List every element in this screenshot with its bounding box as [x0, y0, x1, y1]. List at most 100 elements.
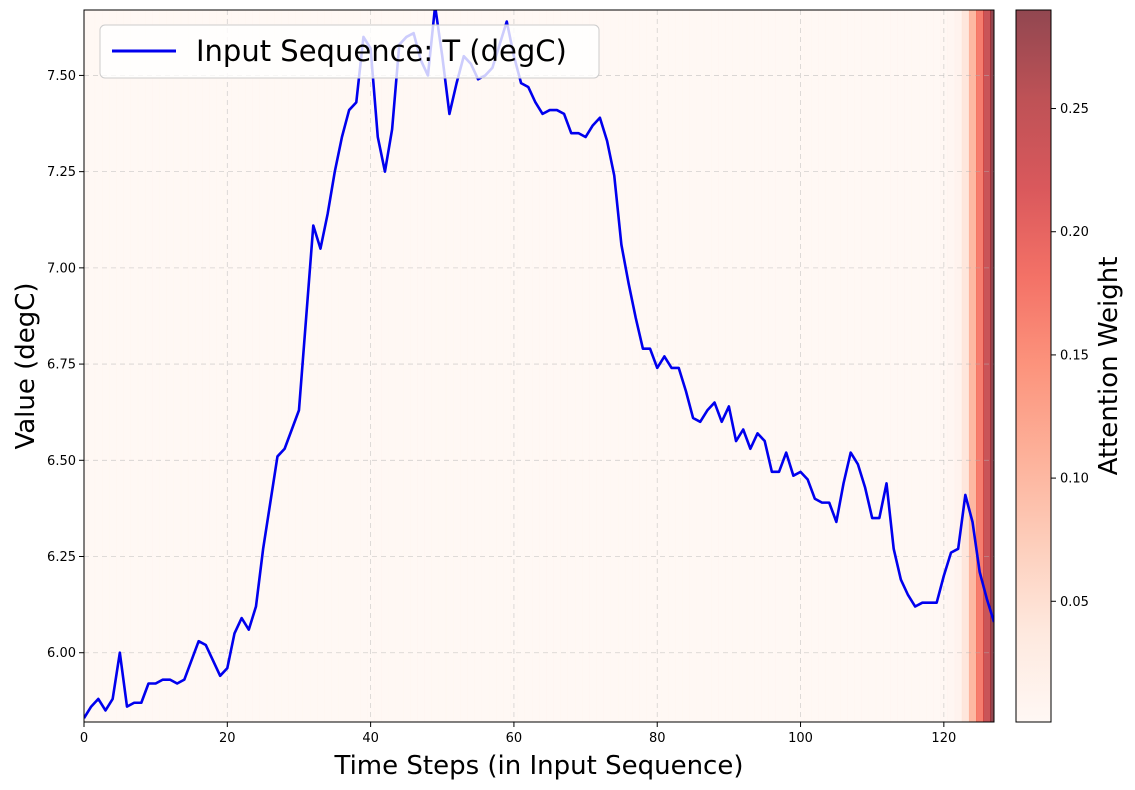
colorbar-tick-label: 0.20: [1060, 225, 1089, 240]
x-tick-label: 60: [506, 731, 523, 746]
attention-cell: [488, 10, 497, 722]
attention-cell: [266, 10, 275, 722]
attention-cell: [438, 10, 447, 722]
attention-cell: [152, 10, 160, 722]
attention-cell: [589, 10, 597, 722]
attention-cell: [746, 10, 755, 722]
attention-cell: [696, 10, 705, 722]
attention-cell: [553, 10, 562, 722]
x-axis-title: Time Steps (in Input Sequence): [334, 751, 744, 781]
attention-cell: [918, 10, 927, 722]
attention-cell: [453, 10, 461, 722]
attention-cell: [804, 10, 812, 722]
y-axis-title: Value (degC): [11, 282, 41, 449]
attention-cell: [567, 10, 576, 722]
attention-cell: [710, 10, 719, 722]
attention-cell: [574, 10, 583, 722]
attention-cell: [639, 10, 648, 722]
attention-cell: [101, 10, 110, 722]
attention-cell: [531, 10, 540, 722]
attention-cell: [782, 10, 791, 722]
attention-cell: [137, 10, 146, 722]
attention-cell: [775, 10, 784, 722]
attention-cell: [976, 10, 984, 722]
attention-cell: [316, 10, 325, 722]
attention-cell: [983, 10, 992, 722]
attention-cell: [84, 10, 89, 722]
attention-cell: [252, 10, 261, 722]
attention-cell: [632, 10, 640, 722]
attention-cell: [825, 10, 834, 722]
y-axis-ticks: 6.00 6.25 6.50 6.75 7.00 7.25 7.50: [47, 69, 84, 661]
attention-cell: [130, 10, 139, 722]
attention-cell: [359, 10, 368, 722]
legend-box: [99, 24, 600, 79]
attention-cell: [496, 10, 504, 722]
y-tick-label: 7.50: [47, 69, 76, 84]
attention-cell: [539, 10, 547, 722]
attention-cell: [675, 10, 683, 722]
attention-cell: [925, 10, 934, 722]
attention-cell: [94, 10, 103, 722]
attention-cell: [581, 10, 590, 722]
legend-label: Input Sequence: T (degC): [196, 34, 567, 68]
x-tick-label: 40: [362, 731, 379, 746]
attention-cell: [861, 10, 870, 722]
attention-cell: [890, 10, 898, 722]
colorbar-tick-label: 0.10: [1060, 472, 1089, 487]
attention-cell: [882, 10, 891, 722]
colorbar-tick-label: 0.05: [1060, 595, 1089, 610]
attention-cell: [374, 10, 382, 722]
attention-cell: [410, 10, 418, 722]
attention-cell: [273, 10, 282, 722]
x-tick-label: 0: [80, 731, 88, 746]
x-tick-label: 120: [931, 731, 956, 746]
colorbar-tick-label: 0.25: [1060, 102, 1089, 117]
attention-cell: [331, 10, 339, 722]
x-axis-ticks: 0 20 40 60 80 100 120: [80, 722, 956, 746]
attention-cell: [87, 10, 96, 722]
series-line-layer: [84, 10, 994, 719]
attention-cell: [302, 10, 311, 722]
attention-cell: [388, 10, 397, 722]
attention-cell: [847, 10, 855, 722]
attention-cell: [238, 10, 246, 722]
attention-cell: [180, 10, 189, 722]
attention-cell: [345, 10, 354, 722]
attention-cell: [703, 10, 712, 722]
attention-cell: [503, 10, 511, 722]
attention-cell: [144, 10, 153, 722]
y-tick-label: 6.25: [47, 550, 76, 565]
attention-cell: [689, 10, 698, 722]
attention-cell: [610, 10, 619, 722]
attention-cell: [753, 10, 762, 722]
attention-cell: [417, 10, 425, 722]
y-tick-label: 6.75: [47, 358, 76, 373]
attention-cell: [324, 10, 332, 722]
attention-cell: [854, 10, 863, 722]
attention-cell: [295, 10, 304, 722]
attention-cell: [832, 10, 841, 722]
attention-cell: [789, 10, 798, 722]
attention-cell: [352, 10, 361, 722]
attention-cell: [230, 10, 239, 722]
attention-cell: [761, 10, 769, 722]
attention-cell: [603, 10, 612, 722]
attention-cell: [259, 10, 268, 722]
attention-cell: [596, 10, 605, 722]
attention-cell: [646, 10, 655, 722]
attention-cell: [839, 10, 848, 722]
y-tick-label: 7.00: [47, 261, 76, 276]
attention-cell: [904, 10, 913, 722]
attention-cell: [281, 10, 289, 722]
legend: Input Sequence: T (degC): [99, 24, 600, 79]
attention-cell: [617, 10, 626, 722]
attention-cell: [431, 10, 440, 722]
colorbar-tick-label: 0.15: [1060, 348, 1089, 363]
attention-cell: [245, 10, 253, 722]
attention-cell: [338, 10, 347, 722]
colorbar: [1015, 9, 1052, 723]
attention-cell: [187, 10, 196, 722]
attention-cell: [660, 10, 669, 722]
